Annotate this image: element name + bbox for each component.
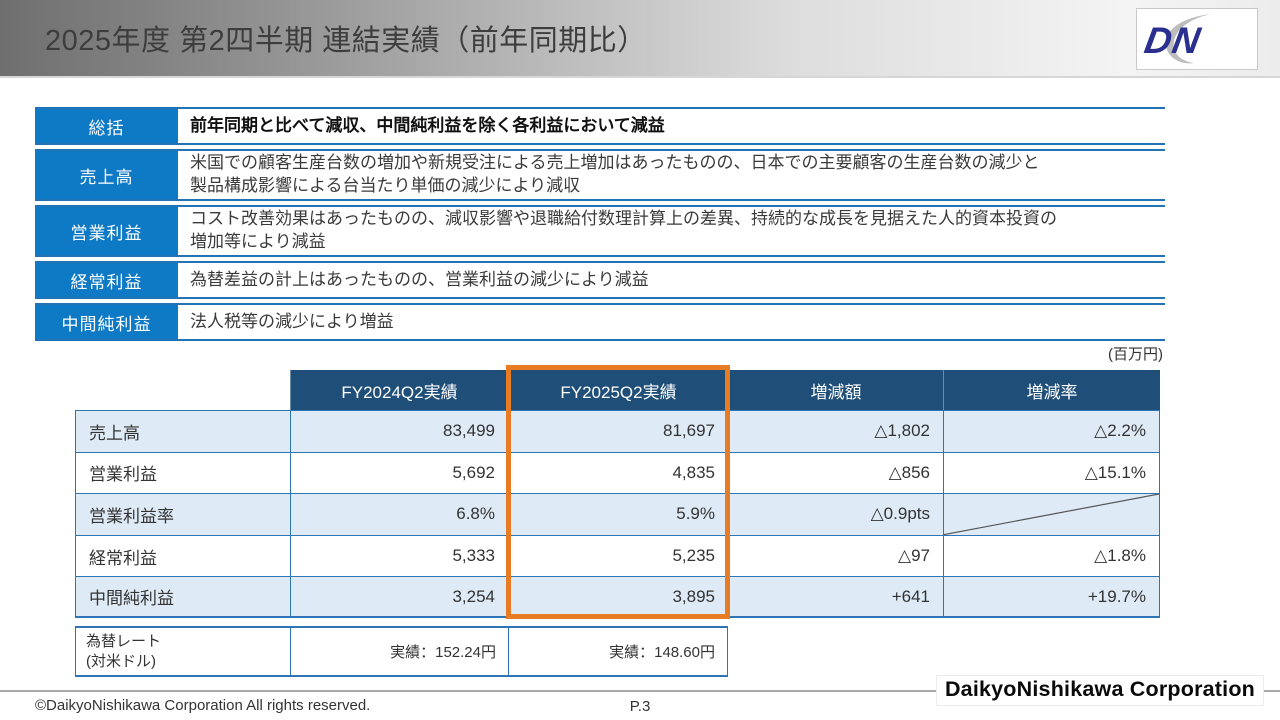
cell-fy2024: 5,333 <box>290 535 508 577</box>
summary-text: 法人税等の減少により増益 <box>190 311 394 331</box>
cell-fy2024: 83,499 <box>290 411 508 452</box>
page-title: 2025年度 第2四半期 連結実績（前年同期比） <box>45 25 647 57</box>
summary-label: 経常利益 <box>35 263 178 297</box>
table-row-operating-profit: 営業利益 5,692 4,835 △856 △15.1% <box>75 451 1160 494</box>
row-label: 中間純利益 <box>75 577 290 616</box>
table-row-operating-margin: 営業利益率 6.8% 5.9% △0.9pts <box>75 493 1160 535</box>
cell-fy2025: 81,697 <box>508 411 728 452</box>
fx-rate-row: 為替レート (対米ドル) 実績：152.24円 実績：148.60円 <box>75 626 728 677</box>
fx-rate-fy2025: 実績：148.60円 <box>508 628 728 675</box>
logo-swoosh-shape <box>1165 14 1212 64</box>
table-row-interim-net-profit: 中間純利益 3,254 3,895 +641 +19.7% <box>75 576 1160 618</box>
cell-fy2025: 3,895 <box>508 577 728 616</box>
cell-rate-na <box>943 494 1160 535</box>
cell-change: △97 <box>728 535 943 577</box>
row-label: 売上高 <box>75 411 290 452</box>
summary-label: 売上高 <box>35 151 178 199</box>
dn-logo-icon: DN <box>1142 14 1212 64</box>
cell-fy2025: 5,235 <box>508 535 728 577</box>
cell-rate: △1.8% <box>943 535 1160 577</box>
header-change-amount: 増減額 <box>728 370 943 410</box>
unit-label: (百万円) <box>1108 346 1163 363</box>
summary-row-ordinary-profit: 経常利益 為替差益の計上はあったものの、営業利益の減少により減益 <box>35 261 1165 299</box>
row-label: 経常利益 <box>75 535 290 577</box>
cell-rate: +19.7% <box>943 577 1160 616</box>
cell-fy2024: 6.8% <box>290 494 508 535</box>
fx-rate-label: 為替レート (対米ドル) <box>75 628 290 675</box>
cell-change: △856 <box>728 452 943 494</box>
summary-row-interim-net-profit: 中間純利益 法人税等の減少により増益 <box>35 303 1165 341</box>
header-banner: 2025年度 第2四半期 連結実績（前年同期比） DN <box>0 0 1280 78</box>
summary-text: 米国での顧客生産台数の増加や新規受注による売上増加はあったものの、日本での主要顧… <box>190 153 1040 195</box>
logo-text: DN <box>1142 19 1204 61</box>
summary-row-sales: 売上高 米国での顧客生産台数の増加や新規受注による売上増加はあったものの、日本で… <box>35 149 1165 201</box>
summary-text: 前年同期と比べて減収、中間純利益を除く各利益において減益 <box>190 115 665 135</box>
row-label: 営業利益 <box>75 452 290 494</box>
summary-label: 営業利益 <box>35 207 178 255</box>
header-fy2025q2: FY2025Q2実績 <box>508 370 728 410</box>
footer-divider <box>0 690 1280 692</box>
summary-row-operating-profit: 営業利益 コスト改善効果はあったものの、減収影響や退職給付数理計算上の差異、持続… <box>35 205 1165 257</box>
summary-text: コスト改善効果はあったものの、減収影響や退職給付数理計算上の差異、持続的な成長を… <box>190 209 1057 251</box>
cell-change: △1,802 <box>728 411 943 452</box>
diagonal-line-icon <box>944 494 1159 535</box>
cell-fy2025: 5.9% <box>508 494 728 535</box>
dn-logo: DN <box>1136 8 1258 70</box>
fx-rate-fy2024: 実績：152.24円 <box>290 628 508 675</box>
summary-label: 中間純利益 <box>35 305 178 339</box>
summary-label: 総括 <box>35 109 178 143</box>
copyright-text: ©DaikyoNishikawa Corporation All rights … <box>35 697 371 714</box>
cell-change: +641 <box>728 577 943 616</box>
page-number: P.3 <box>629 698 651 715</box>
cell-fy2025: 4,835 <box>508 452 728 494</box>
company-name-logo: DaikyoNishikawa Corporation <box>935 675 1264 706</box>
cell-change: △0.9pts <box>728 494 943 535</box>
summary-row-overview: 総括 前年同期と比べて減収、中間純利益を除く各利益において減益 <box>35 107 1165 145</box>
cell-fy2024: 5,692 <box>290 452 508 494</box>
results-table: FY2024Q2実績 FY2025Q2実績 増減額 増減率 売上高 83,499… <box>75 370 1160 618</box>
header-spacer-cell <box>75 370 290 410</box>
table-row-ordinary-profit: 経常利益 5,333 5,235 △97 △1.8% <box>75 534 1160 577</box>
results-table-header: FY2024Q2実績 FY2025Q2実績 増減額 増減率 <box>75 370 1160 410</box>
cell-fy2024: 3,254 <box>290 577 508 616</box>
summary-table: 総括 前年同期と比べて減収、中間純利益を除く各利益において減益 売上高 米国での… <box>35 107 1165 345</box>
cell-rate: △15.1% <box>943 452 1160 494</box>
cell-rate: △2.2% <box>943 411 1160 452</box>
summary-text: 為替差益の計上はあったものの、営業利益の減少により減益 <box>190 269 649 289</box>
header-fy2024q2: FY2024Q2実績 <box>290 370 508 410</box>
row-label: 営業利益率 <box>75 494 290 535</box>
header-change-rate: 増減率 <box>943 370 1160 410</box>
table-row-sales: 売上高 83,499 81,697 △1,802 △2.2% <box>75 410 1160 452</box>
